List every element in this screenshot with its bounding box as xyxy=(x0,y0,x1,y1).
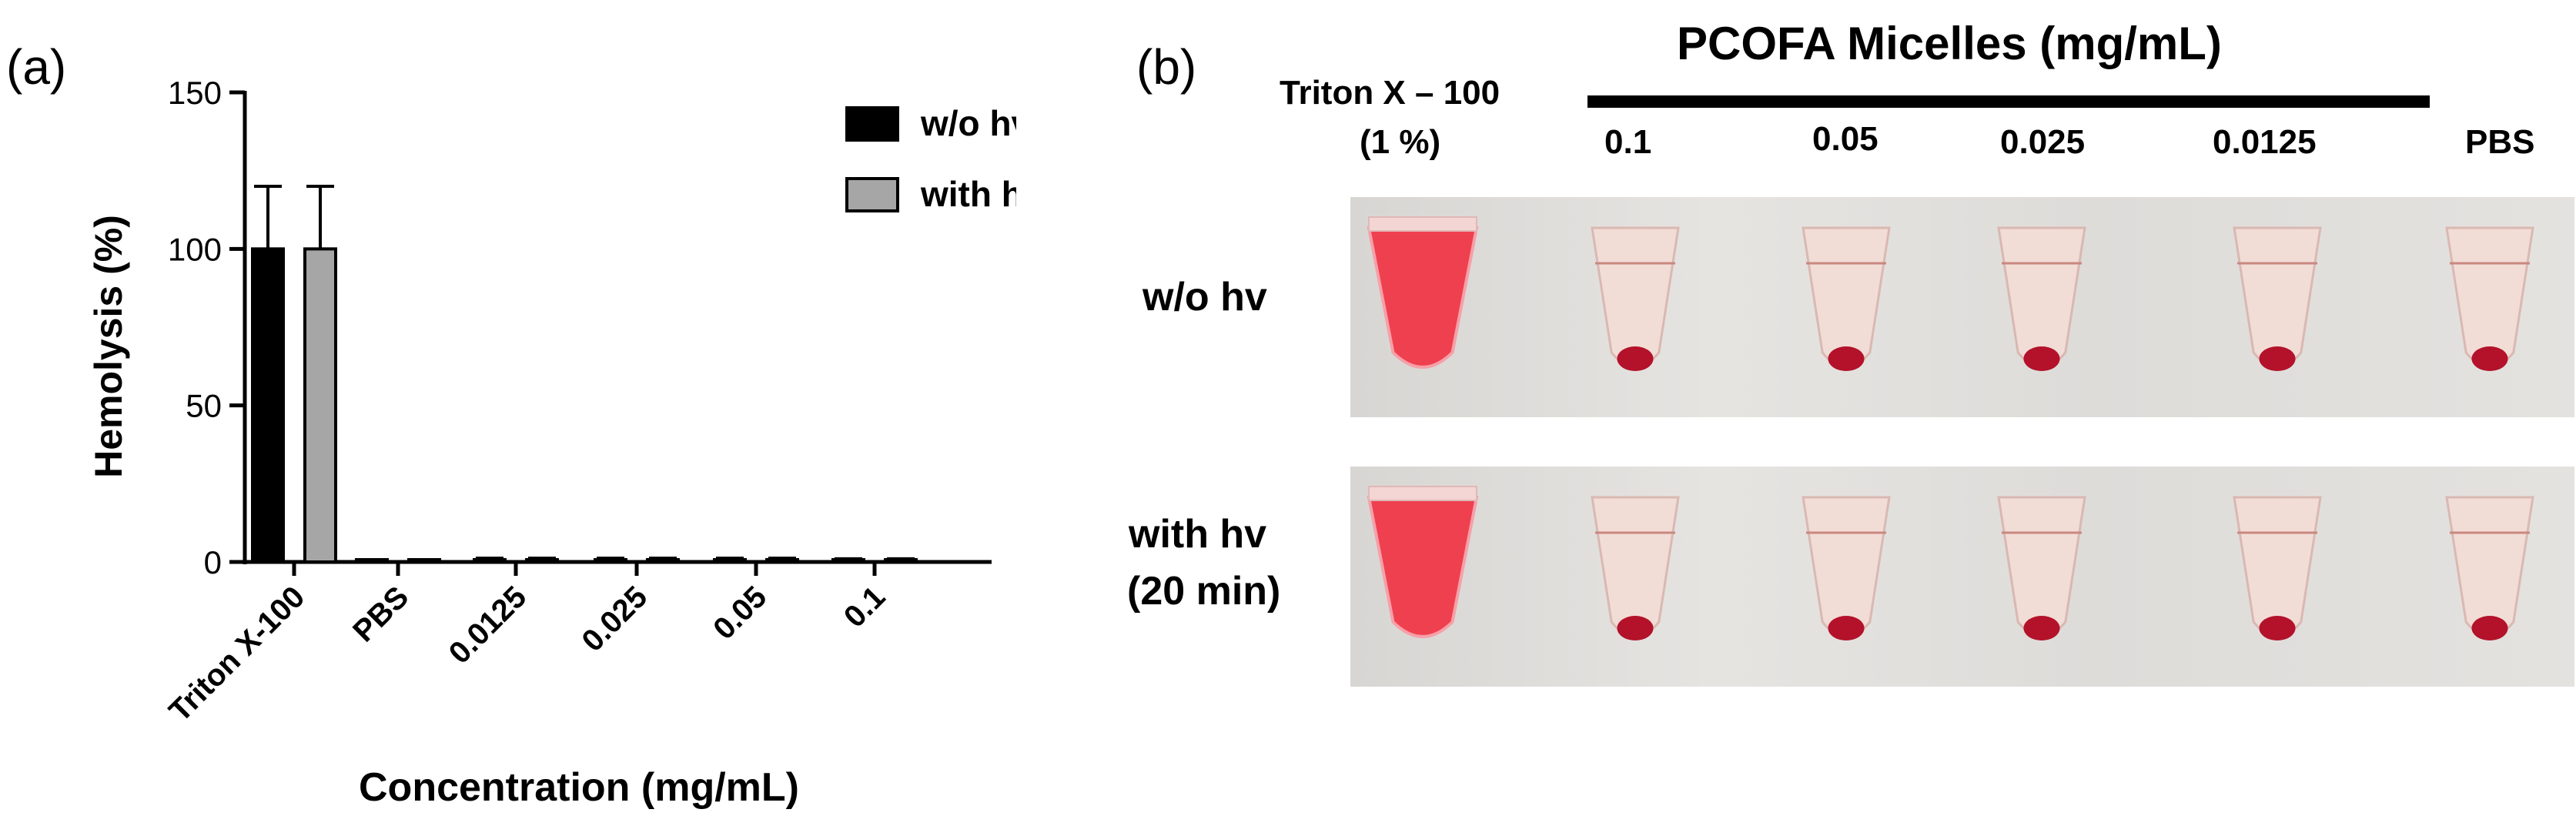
pbs-label: PBS xyxy=(2465,123,2535,161)
legend-swatch-1 xyxy=(845,177,899,212)
legend-label-1: with hv xyxy=(920,174,1016,214)
micelles-header-bar xyxy=(1587,95,2430,108)
tube-with-light-4 xyxy=(2233,496,2322,640)
tube-without-light-1 xyxy=(1591,226,1680,371)
control-label-line1: Triton X – 100 xyxy=(1280,74,1500,112)
row2-label-line2: (20 min) xyxy=(1127,569,1281,614)
legend-swatch-0 xyxy=(845,106,899,142)
tube-with-light-5 xyxy=(2445,496,2534,640)
x-axis-label: Concentration (mg/mL) xyxy=(359,765,799,810)
conc-label-3: 0.0125 xyxy=(2213,123,2317,161)
tube-without-light-5 xyxy=(2445,226,2534,371)
y-axis-label: Hemolysis (%) xyxy=(87,215,130,478)
tube-with-light-1 xyxy=(1591,496,1680,640)
control-label-line2: (1 %) xyxy=(1360,123,1441,161)
legend-label-0: w/o hv xyxy=(920,103,1016,143)
panel-a-letter: (a) xyxy=(6,39,67,95)
photo-row-without-light xyxy=(1350,197,2574,417)
tube-without-light-4 xyxy=(2233,226,2322,371)
tube-without-light-3 xyxy=(1997,226,2086,371)
row1-label: w/o hv xyxy=(1142,275,1267,319)
tube-with-light-3 xyxy=(1997,496,2086,640)
micelles-header: PCOFA Micelles (mg/mL) xyxy=(1677,18,2222,69)
conc-label-0: 0.1 xyxy=(1604,123,1652,161)
y-tick-label: 100 xyxy=(168,231,222,267)
conc-label-2: 0.025 xyxy=(2000,123,2086,161)
bar-with-light-0 xyxy=(303,247,337,563)
tube-without-light-0 xyxy=(1367,216,1479,369)
conc-label-1: 0.05 xyxy=(1812,120,1878,158)
panel-b-letter: (b) xyxy=(1136,39,1197,95)
tube-with-light-0 xyxy=(1367,486,1479,638)
tube-without-light-2 xyxy=(1802,226,1891,371)
chart-legend: w/o hv with hv xyxy=(845,103,1016,214)
tube-with-light-2 xyxy=(1802,496,1891,640)
chart-y-ticks: 0 50 100 150 xyxy=(168,75,245,580)
chart-error-bars xyxy=(254,185,915,563)
y-tick-label: 50 xyxy=(186,388,222,424)
photo-row-with-light xyxy=(1350,467,2574,687)
row2-label-line1: with hv xyxy=(1129,512,1267,557)
y-tick-label: 0 xyxy=(204,544,222,580)
y-tick-label: 150 xyxy=(168,75,222,111)
